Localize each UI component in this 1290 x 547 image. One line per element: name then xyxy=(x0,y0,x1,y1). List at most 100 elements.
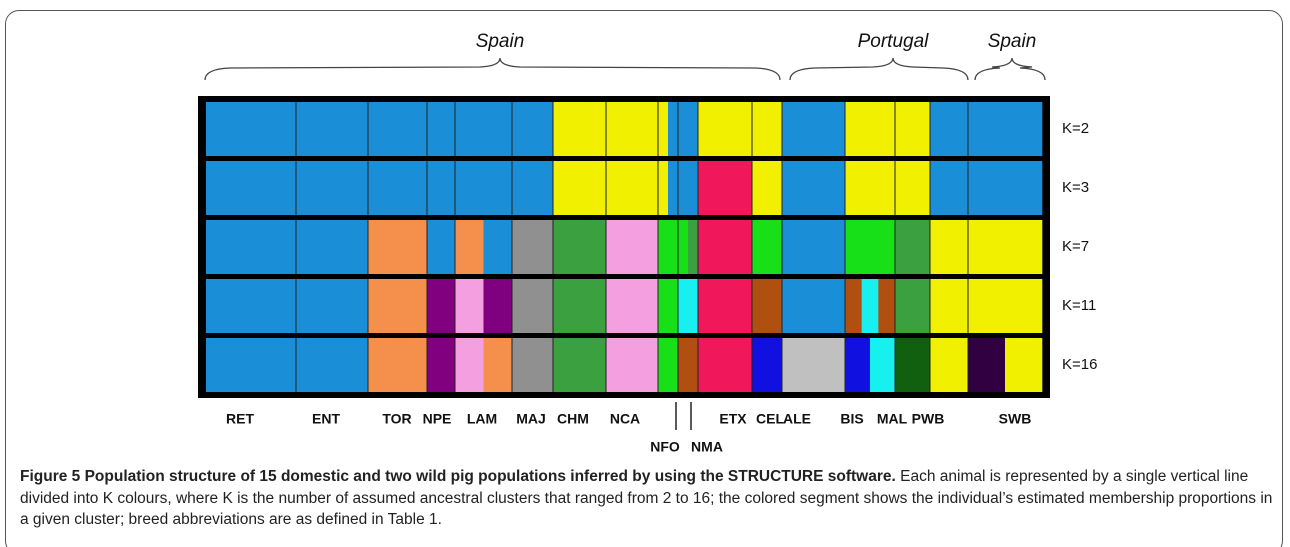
cluster-block xyxy=(658,161,669,215)
cluster-block xyxy=(845,102,896,156)
cluster-block xyxy=(483,220,513,274)
cluster-block xyxy=(1005,338,1043,392)
cluster-block xyxy=(512,161,554,215)
cluster-block xyxy=(878,279,896,333)
cluster-block xyxy=(553,102,607,156)
cluster-block xyxy=(455,161,513,215)
cluster-block xyxy=(782,161,846,215)
cluster-block xyxy=(698,279,753,333)
cluster-block xyxy=(658,338,679,392)
cluster-block xyxy=(512,338,554,392)
cluster-block xyxy=(455,279,484,333)
k-label: K=3 xyxy=(1062,179,1089,196)
cluster-block xyxy=(688,220,699,274)
caption: Figure 5 Population structure of 15 dome… xyxy=(20,466,1275,531)
cluster-block xyxy=(368,161,428,215)
cluster-block xyxy=(512,102,554,156)
cluster-block xyxy=(845,161,896,215)
cluster-block xyxy=(782,102,846,156)
cluster-block xyxy=(968,279,1043,333)
brace xyxy=(204,57,781,81)
caption-text: Each animal is represented by a single v… xyxy=(20,468,1273,528)
cluster-block xyxy=(512,279,554,333)
cluster-block xyxy=(930,338,969,392)
cluster-block xyxy=(206,338,297,392)
cluster-block xyxy=(895,279,931,333)
population-label: TOR xyxy=(382,411,411,427)
cluster-block xyxy=(606,338,659,392)
region-label: Spain xyxy=(476,31,525,52)
cluster-block xyxy=(455,220,484,274)
cluster-block xyxy=(483,279,513,333)
cluster-block xyxy=(968,220,1043,274)
cluster-block xyxy=(368,220,428,274)
cluster-block xyxy=(206,161,297,215)
cluster-block xyxy=(206,220,297,274)
cluster-block xyxy=(658,102,669,156)
region-label: Portugal xyxy=(858,31,930,52)
cluster-block xyxy=(368,279,428,333)
cluster-block xyxy=(606,279,659,333)
cluster-block xyxy=(678,279,699,333)
cluster-block xyxy=(678,102,699,156)
cluster-block xyxy=(968,161,1043,215)
cluster-block xyxy=(782,220,846,274)
cluster-block xyxy=(427,338,456,392)
cluster-block xyxy=(698,338,753,392)
k-label: K=2 xyxy=(1062,120,1089,137)
k-label: K=7 xyxy=(1062,238,1089,255)
cluster-block xyxy=(845,338,871,392)
structure-plot: Spain Portugal Spain K=2 K=3 K=7 K=11 K=16 RET EN… xyxy=(198,31,1097,455)
cluster-block xyxy=(483,338,513,392)
cluster-block xyxy=(296,220,369,274)
cluster-block xyxy=(668,102,679,156)
cluster-block xyxy=(678,161,699,215)
cluster-block xyxy=(845,279,862,333)
cluster-block xyxy=(752,161,783,215)
brace xyxy=(789,57,969,81)
cluster-block xyxy=(427,102,456,156)
cluster-block xyxy=(870,338,896,392)
cluster-block xyxy=(895,161,931,215)
population-label: ETX xyxy=(719,411,747,427)
population-label: MAJ xyxy=(516,411,546,427)
cluster-block xyxy=(752,338,783,392)
cluster-block xyxy=(512,220,554,274)
cluster-block xyxy=(930,102,969,156)
population-label: NCA xyxy=(610,411,640,427)
cluster-block xyxy=(553,338,607,392)
cluster-block xyxy=(895,102,931,156)
cluster-block xyxy=(658,220,679,274)
cluster-block xyxy=(698,161,753,215)
cluster-block xyxy=(455,102,513,156)
cluster-block xyxy=(678,220,689,274)
population-label: RET xyxy=(226,411,254,427)
cluster-block xyxy=(895,220,931,274)
brace xyxy=(974,57,1046,81)
cluster-block xyxy=(782,279,846,333)
cluster-block xyxy=(606,102,659,156)
cluster-block xyxy=(930,161,969,215)
cluster-block xyxy=(668,161,679,215)
population-label: BIS xyxy=(840,411,863,427)
figure-frame xyxy=(5,10,1283,547)
cluster-block xyxy=(752,279,783,333)
cluster-block xyxy=(368,102,428,156)
cluster-block xyxy=(427,220,456,274)
cluster-block xyxy=(296,161,369,215)
k-label: K=16 xyxy=(1062,356,1097,373)
cluster-block xyxy=(752,220,783,274)
cluster-block xyxy=(553,220,607,274)
population-label: CEL xyxy=(756,411,784,427)
population-label: NFO xyxy=(650,439,680,455)
k-label: K=11 xyxy=(1062,297,1096,314)
cluster-block xyxy=(206,279,297,333)
cluster-block xyxy=(698,102,753,156)
population-label: NPE xyxy=(423,411,452,427)
cluster-block xyxy=(553,161,607,215)
cluster-block xyxy=(368,338,428,392)
population-label: LAM xyxy=(467,411,497,427)
cluster-block xyxy=(427,161,456,215)
cluster-block xyxy=(606,220,659,274)
